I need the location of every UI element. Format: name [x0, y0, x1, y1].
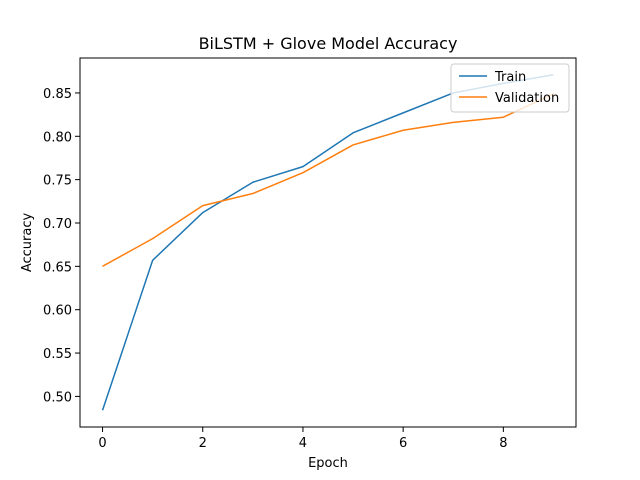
y-axis-label: Accuracy	[20, 213, 35, 273]
y-tick-label: 0.60	[43, 304, 72, 319]
legend: Train Validation	[450, 63, 570, 113]
y-tick-label: 0.80	[43, 130, 72, 145]
y-tick-label: 0.85	[43, 87, 72, 102]
y-tick-label: 0.70	[43, 217, 72, 232]
chart-title: BiLSTM + Glove Model Accuracy	[199, 34, 458, 53]
plot-frame	[79, 57, 577, 428]
y-tick-label: 0.50	[43, 390, 72, 405]
x-axis-label: Epoch	[308, 456, 348, 471]
x-tick-label: 6	[399, 436, 407, 451]
y-tick-label: 0.65	[43, 260, 72, 275]
series-line-validation	[102, 93, 554, 267]
series-line-train	[101, 73, 554, 411]
x-tick-label: 0	[98, 436, 106, 451]
y-tick-label: 0.75	[43, 174, 72, 189]
x-tick-label: 8	[499, 436, 507, 451]
x-tick-label: 4	[299, 436, 307, 451]
x-tick-label: 2	[199, 436, 207, 451]
y-tick-label: 0.55	[43, 347, 72, 362]
ticks-layer: 0 2 4 6 8 0.50 0.55 0.60 0.65 0.70 0.75 0.80 0.85	[43, 87, 507, 451]
legend-label-train: Train	[494, 70, 526, 85]
legend-label-validation: Validation	[495, 91, 559, 106]
series-layer	[101, 73, 554, 411]
